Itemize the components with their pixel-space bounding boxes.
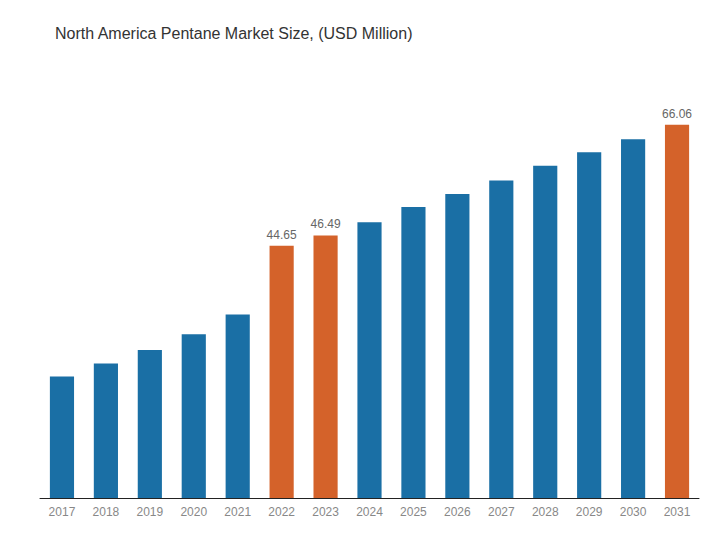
svg-text:2019: 2019: [136, 505, 163, 519]
svg-text:2023: 2023: [312, 505, 339, 519]
svg-text:2022: 2022: [268, 505, 295, 519]
svg-text:2027: 2027: [488, 505, 515, 519]
svg-text:2029: 2029: [576, 505, 603, 519]
svg-text:2018: 2018: [93, 505, 120, 519]
svg-text:46.49: 46.49: [311, 217, 341, 231]
svg-text:2031: 2031: [664, 505, 691, 519]
svg-text:2020: 2020: [180, 505, 207, 519]
svg-text:2026: 2026: [444, 505, 471, 519]
svg-text:2017: 2017: [49, 505, 76, 519]
svg-text:44.65: 44.65: [267, 228, 297, 242]
svg-text:2028: 2028: [532, 505, 559, 519]
svg-text:66.06: 66.06: [662, 107, 692, 121]
svg-text:North America Pentane Market S: North America Pentane Market Size, (USD …: [55, 25, 412, 42]
svg-text:2025: 2025: [400, 505, 427, 519]
svg-text:2021: 2021: [224, 505, 251, 519]
svg-text:2024: 2024: [356, 505, 383, 519]
svg-text:2030: 2030: [620, 505, 647, 519]
